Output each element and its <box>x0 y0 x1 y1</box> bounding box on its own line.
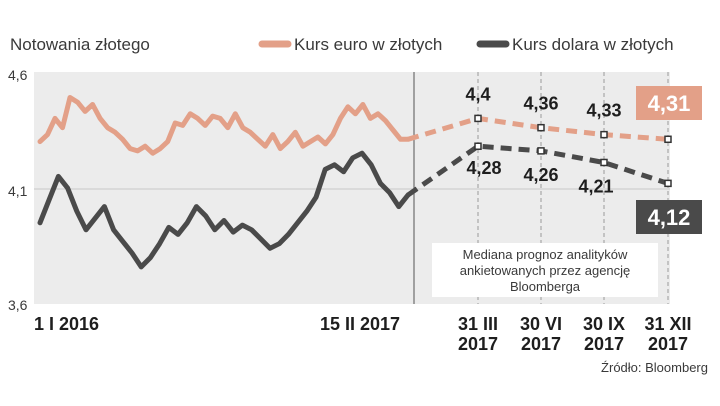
forecast-value-label: 4,36 <box>523 94 558 114</box>
euro-history-line <box>37 95 411 156</box>
dollar-series: 4,28 4,26 4,21 4,12 <box>37 142 702 270</box>
x-axis-labels: 1 I 2016 15 II 2017 31 III 2017 30 VI 20… <box>34 314 692 354</box>
x-tick-label: 30 VI <box>520 314 562 334</box>
forecast-value-label: 4,26 <box>523 165 558 185</box>
forecast-point <box>474 142 482 150</box>
x-tick-label: 2017 <box>521 334 561 354</box>
source-note: Źródło: Bloomberg <box>601 360 708 375</box>
forecast-point <box>537 147 545 155</box>
x-tick-label: 1 I 2016 <box>34 314 99 334</box>
x-tick-label: 31 XII <box>644 314 691 334</box>
forecast-point <box>664 179 672 188</box>
euro-series: 4,4 4,36 4,33 4,31 <box>37 84 702 156</box>
forecast-note: Mediana prognoz analityków ankietowanych… <box>432 243 658 297</box>
y-tick-label: 4,1 <box>8 183 28 199</box>
forecast-point <box>664 135 672 144</box>
euro-end-badge <box>636 86 702 120</box>
x-tick-label: 15 II 2017 <box>320 314 400 334</box>
forecast-point <box>537 123 545 132</box>
dollar-history-line <box>37 150 411 270</box>
x-tick-label: 2017 <box>648 334 688 354</box>
legend-dollar-label: Kurs dolara w złotych <box>512 35 674 54</box>
forecast-value-label: 4,21 <box>578 176 613 196</box>
note-line: Bloomberga <box>510 279 581 294</box>
x-tick-label: 30 IX <box>583 314 625 334</box>
forecast-value-label: 4,28 <box>466 158 501 178</box>
y-tick-label: 4,6 <box>8 67 28 83</box>
x-tick-label: 2017 <box>584 334 624 354</box>
end-value-badge-text: 4,31 <box>648 91 691 116</box>
legend-euro-label: Kurs euro w złotych <box>294 35 442 54</box>
series-layer: 4,4 4,36 4,33 4,31 4,28 4,26 4,21 4,12 <box>37 84 702 270</box>
note-line: Mediana prognoz analityków <box>463 247 628 262</box>
end-value-badge-text: 4,12 <box>648 205 691 230</box>
forecast-value-label: 4,33 <box>586 101 621 121</box>
forecast-value-label: 4,4 <box>465 84 490 104</box>
note-line: ankietowanych przez agencję <box>460 263 631 278</box>
x-tick-label: 31 III <box>458 314 498 334</box>
dollar-end-badge <box>636 200 702 234</box>
chart-title: Notowania złotego <box>10 35 150 54</box>
forecast-point <box>600 158 608 167</box>
forecast-point <box>600 130 608 139</box>
legend: Kurs euro w złotych Kurs dolara w złotyc… <box>258 35 674 54</box>
note-box <box>432 243 658 297</box>
y-tick-label: 3,6 <box>8 297 28 313</box>
x-tick-label: 2017 <box>458 334 498 354</box>
forecast-point <box>474 114 482 123</box>
